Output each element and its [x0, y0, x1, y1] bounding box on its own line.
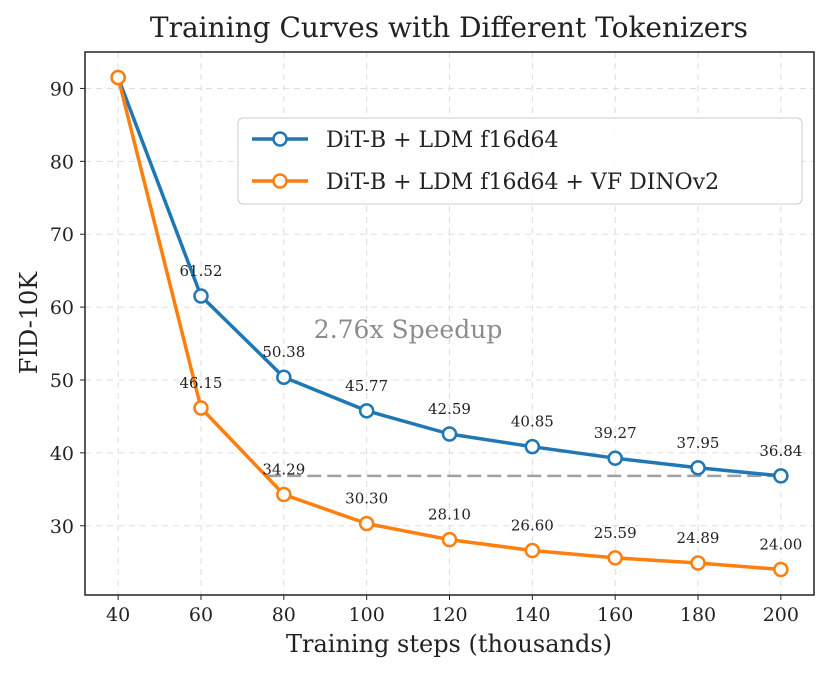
x-tick-label: 80 — [272, 604, 296, 626]
legend-marker-series-2 — [272, 173, 288, 189]
series-2-point — [607, 550, 623, 566]
series-2-data-label: 24.00 — [759, 535, 802, 553]
x-tick-label: 180 — [680, 604, 716, 626]
series-2-point — [193, 400, 209, 416]
y-tick-label: 40 — [50, 443, 74, 465]
series-1-data-label: 50.38 — [262, 343, 305, 361]
series-2-data-label: 25.59 — [594, 524, 637, 542]
series-1-point — [773, 468, 789, 484]
series-1-point — [607, 450, 623, 466]
x-tick-label: 160 — [597, 604, 633, 626]
series-1-data-label: 61.52 — [180, 262, 223, 280]
tick-layer: 40 60 80 100 120 140 160 180 200 30 40 50 60 70 80 90 — [50, 78, 799, 626]
series-1-point — [441, 426, 458, 442]
data-label-layer: 61.52 50.38 45.77 42.59 40.85 39.27 37.95 36.84… — [180, 262, 803, 553]
series-layer — [110, 69, 789, 578]
y-axis-label: FID-10K — [15, 271, 43, 374]
x-tick-label: 60 — [189, 604, 213, 626]
series-2-data-label: 34.29 — [262, 460, 305, 478]
speedup-annotation: 2.76x Speedup — [314, 315, 503, 344]
x-tick-label: 40 — [106, 604, 130, 626]
series-1-point — [690, 460, 706, 476]
series-2-data-label: 26.60 — [511, 517, 554, 535]
series-1-point — [193, 288, 209, 304]
series-1-data-label: 40.85 — [511, 413, 554, 431]
series-1-point — [276, 369, 292, 385]
series-2-point — [358, 515, 375, 532]
series-2-point — [773, 561, 789, 578]
legend: DiT-B + LDM f16d64 DiT-B + LDM f16d64 + … — [237, 117, 803, 205]
y-tick-label: 90 — [50, 78, 74, 100]
series-1-data-label: 42.59 — [428, 400, 471, 418]
series-2-data-label: 24.89 — [677, 529, 720, 547]
y-tick-label: 80 — [50, 151, 74, 173]
legend-label-series-2: DiT-B + LDM f16d64 + VF DINOv2 — [326, 170, 719, 195]
x-tick-label: 200 — [763, 604, 799, 626]
series-2-data-label: 28.10 — [428, 506, 471, 524]
x-tick-label: 120 — [431, 604, 467, 626]
series-1-point — [358, 403, 375, 419]
series-2-point — [110, 69, 126, 86]
series-1-data-label: 37.95 — [677, 434, 720, 452]
legend-box — [237, 117, 803, 205]
x-tick-label: 140 — [514, 604, 550, 626]
x-tick-label: 100 — [349, 604, 385, 626]
series-1-data-label: 45.77 — [345, 377, 388, 395]
series-1-data-label: 39.27 — [594, 424, 637, 442]
y-tick-label: 70 — [50, 224, 74, 246]
series-2-point — [441, 531, 458, 548]
series-2-point — [276, 486, 292, 503]
y-tick-label: 50 — [50, 370, 74, 392]
legend-marker-series-1 — [272, 131, 288, 147]
y-tick-label: 30 — [50, 516, 74, 538]
series-2-data-label: 46.15 — [180, 374, 223, 392]
y-tick-label: 60 — [50, 297, 74, 319]
series-2-data-label: 30.30 — [345, 490, 388, 508]
series-1-point — [524, 438, 541, 455]
chart-title: Training Curves with Different Tokenizer… — [150, 11, 748, 44]
legend-label-series-1: DiT-B + LDM f16d64 — [326, 128, 559, 153]
series-1-data-label: 36.84 — [759, 442, 802, 460]
x-axis-label: Training steps (thousands) — [286, 630, 612, 658]
series-2-point — [524, 542, 541, 559]
series-2-point — [690, 555, 706, 571]
